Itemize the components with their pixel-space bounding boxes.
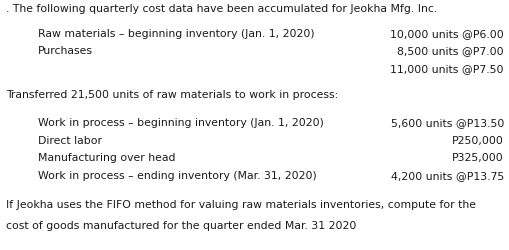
Text: 8,500 units @P7.00: 8,500 units @P7.00: [397, 46, 503, 56]
Text: Purchases: Purchases: [38, 46, 93, 56]
Text: Work in process – beginning inventory (Jan. 1, 2020): Work in process – beginning inventory (J…: [38, 118, 324, 128]
Text: . The following quarterly cost data have been accumulated for Jeokha Mfg. Inc.: . The following quarterly cost data have…: [6, 4, 437, 14]
Text: P250,000: P250,000: [451, 135, 503, 145]
Text: Direct labor: Direct labor: [38, 135, 102, 145]
Text: Manufacturing over head: Manufacturing over head: [38, 152, 176, 162]
Text: 10,000 units @P6.00: 10,000 units @P6.00: [389, 29, 503, 39]
Text: cost of goods manufactured for the quarter ended Mar. 31 2020: cost of goods manufactured for the quart…: [6, 220, 356, 230]
Text: 11,000 units @P7.50: 11,000 units @P7.50: [389, 64, 503, 74]
Text: Work in process – ending inventory (Mar. 31, 2020): Work in process – ending inventory (Mar.…: [38, 170, 317, 180]
Text: 4,200 units @P13.75: 4,200 units @P13.75: [390, 170, 503, 180]
Text: Transferred 21,500 units of raw materials to work in process:: Transferred 21,500 units of raw material…: [6, 90, 337, 100]
Text: If Jeokha uses the FIFO method for valuing raw materials inventories, compute fo: If Jeokha uses the FIFO method for valui…: [6, 199, 475, 209]
Text: P325,000: P325,000: [451, 152, 503, 162]
Text: Raw materials – beginning inventory (Jan. 1, 2020): Raw materials – beginning inventory (Jan…: [38, 29, 314, 39]
Text: 5,600 units @P13.50: 5,600 units @P13.50: [390, 118, 503, 128]
